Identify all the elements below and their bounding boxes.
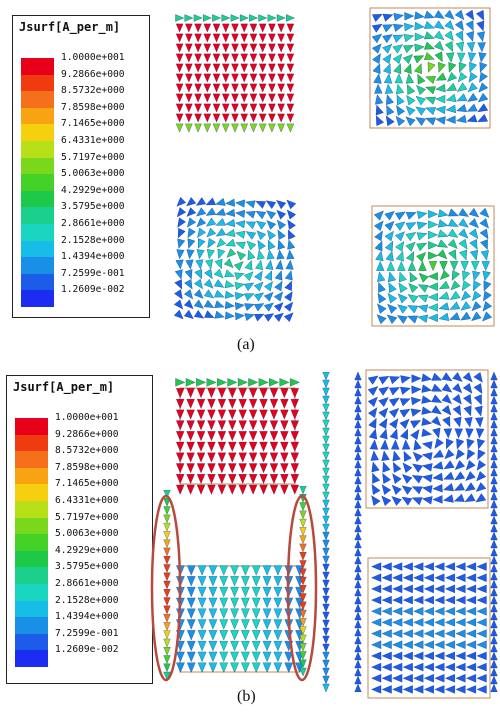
colorbar-swatch	[21, 174, 54, 191]
tick-label: 6.4331e+000	[55, 494, 119, 506]
tick-label: 7.2599e-001	[61, 267, 125, 279]
tick-label: 1.4394e+000	[61, 251, 125, 263]
tick-label: 8.5732e+000	[55, 445, 119, 457]
colorbar-swatch	[15, 650, 48, 667]
colorbar-swatch	[21, 290, 54, 307]
tick-label: 3.5795e+000	[55, 561, 119, 573]
colorbar-swatch	[21, 140, 54, 158]
tick-label: 5.0063e+000	[55, 528, 119, 540]
colorbar-swatch	[21, 91, 54, 108]
tick-label: 2.8661e+000	[61, 217, 125, 229]
colorbar-swatch	[21, 257, 54, 274]
tick-label: 3.5795e+000	[61, 201, 125, 213]
highlight-ellipse-left	[150, 494, 182, 682]
color-legend-b: Jsurf[A_per_m] 1.0000e+001 9.2866e+000 8…	[6, 375, 153, 684]
colorbar-swatch	[15, 567, 48, 584]
feed-strip-right-outer	[490, 372, 498, 692]
colorbar-swatch	[15, 534, 48, 551]
tick-label: 7.1465e+000	[55, 478, 119, 490]
colorbar-swatch	[21, 124, 54, 141]
tick-label: 4.2929e+000	[55, 544, 119, 556]
field-plot-b-top-right	[365, 369, 489, 509]
colorbar	[21, 58, 54, 307]
colorbar-swatch	[15, 600, 48, 618]
colorbar-swatch	[21, 223, 54, 241]
caption-b: (b)	[237, 688, 256, 705]
colorbar-swatch	[15, 617, 48, 634]
tick-label: 2.8661e+000	[55, 577, 119, 589]
tick-label: 1.2609e-002	[61, 284, 125, 296]
feed-strip-right-inner	[354, 372, 362, 692]
tick-label: 1.2609e-002	[55, 644, 119, 656]
field-plot-b-top-left	[175, 378, 300, 495]
colorbar-swatch	[21, 74, 54, 92]
colorbar-swatch	[15, 434, 48, 452]
field-plot-a-bottom-left	[173, 197, 297, 322]
colorbar-swatch	[15, 418, 48, 435]
tick-label: 9.2866e+000	[55, 428, 119, 440]
colorbar-swatch	[21, 157, 54, 175]
caption-a: (a)	[237, 336, 255, 353]
colorbar-swatch	[21, 207, 54, 224]
tick-label: 9.2866e+000	[61, 68, 125, 80]
tick-label: 5.7197e+000	[61, 151, 125, 163]
tick-label: 5.0063e+000	[61, 168, 125, 180]
colorbar-swatch	[21, 107, 54, 125]
tick-label: 2.1528e+000	[61, 234, 125, 246]
color-legend-a: Jsurf[A_per_m] 1.0000e+001 9.2866e+000 8…	[12, 15, 150, 318]
field-plot-a-bottom-right	[371, 205, 495, 327]
colorbar-swatch	[15, 583, 48, 601]
tick-label: 6.4331e+000	[61, 134, 125, 146]
feed-strip-mid	[299, 486, 307, 676]
highlight-ellipse-right	[286, 494, 318, 682]
colorbar-swatch	[21, 273, 54, 291]
field-plot-a-top-right	[369, 7, 491, 129]
colorbar-swatch	[15, 550, 48, 568]
colorbar-swatch	[21, 240, 54, 258]
tick-label: 1.0000e+001	[55, 412, 119, 423]
field-plot-b-bottom-right	[367, 557, 491, 699]
colorbar	[15, 418, 48, 667]
colorbar-swatch	[21, 58, 54, 75]
tick-label: 8.5732e+000	[61, 85, 125, 97]
colorbar-swatch	[15, 500, 48, 518]
colorbar-swatch	[15, 484, 48, 501]
tick-label: 4.2929e+000	[61, 184, 125, 196]
field-plot-a-top-left	[175, 14, 295, 133]
legend-title: Jsurf[A_per_m]	[13, 380, 115, 394]
colorbar-swatch	[21, 190, 54, 208]
tick-label: 7.8598e+000	[61, 101, 125, 113]
colorbar-ticks: 1.0000e+001 9.2866e+000 8.5732e+000 7.85…	[61, 50, 125, 299]
tick-label: 1.4394e+000	[55, 611, 119, 623]
colorbar-swatch	[15, 633, 48, 651]
colorbar-ticks: 1.0000e+001 9.2866e+000 8.5732e+000 7.85…	[55, 410, 119, 659]
colorbar-swatch	[15, 467, 48, 485]
colorbar-swatch	[15, 517, 48, 535]
tick-label: 7.1465e+000	[61, 118, 125, 130]
tick-label: 5.7197e+000	[55, 511, 119, 523]
tick-label: 7.2599e-001	[55, 627, 119, 639]
legend-title: Jsurf[A_per_m]	[19, 20, 121, 34]
tick-label: 1.0000e+001	[61, 52, 125, 63]
feed-strip-center	[322, 372, 330, 692]
feed-strip-left	[163, 490, 171, 680]
tick-label: 2.1528e+000	[55, 594, 119, 606]
colorbar-swatch	[15, 451, 48, 468]
tick-label: 7.8598e+000	[55, 461, 119, 473]
